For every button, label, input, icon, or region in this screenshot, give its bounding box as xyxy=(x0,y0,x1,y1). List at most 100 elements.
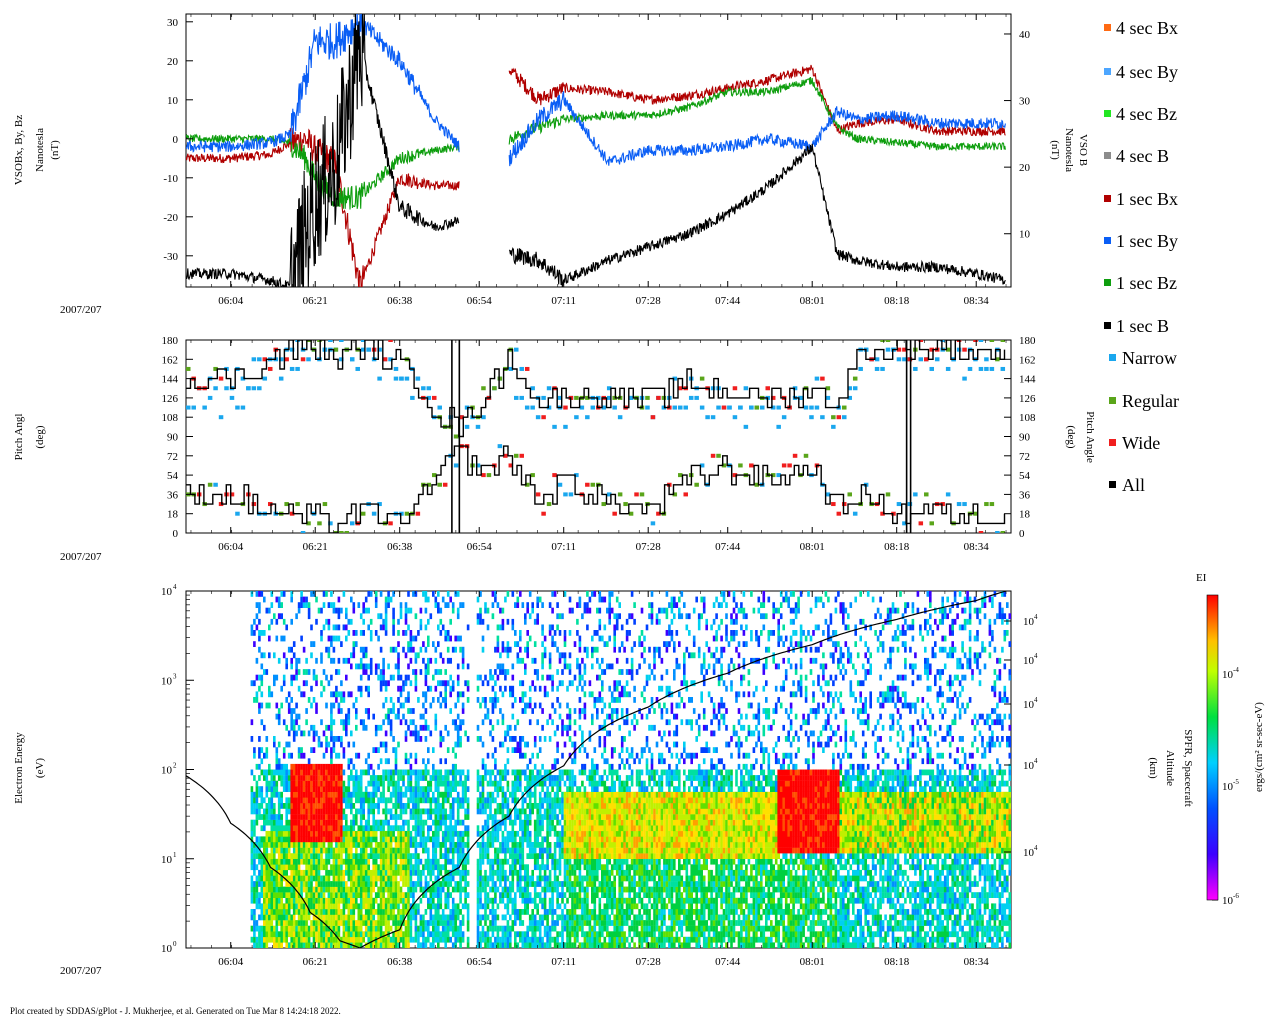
p3-flux-bin xyxy=(446,897,450,904)
p3-flux-bin xyxy=(491,613,495,620)
p3-flux-bin xyxy=(377,936,380,943)
p3-flux-bin xyxy=(260,680,264,687)
p3-flux-bin xyxy=(332,769,336,776)
p3-flux-bin xyxy=(456,791,460,798)
p3-flux-bin xyxy=(332,702,336,709)
p3-flux-bin xyxy=(412,635,415,642)
p3-flux-bin xyxy=(449,892,452,898)
p2-series-all-upper- xyxy=(186,340,1006,438)
p2-bin xyxy=(268,366,273,371)
p3-flux-bin xyxy=(290,780,293,787)
p3-flux-bin xyxy=(553,875,557,882)
p3-flux-bin xyxy=(404,630,408,636)
p3-flux-bin xyxy=(538,702,542,709)
p3-flux-bin xyxy=(476,897,480,904)
p3-flux-bin xyxy=(372,853,375,859)
p3-flux-bin xyxy=(258,791,261,798)
p3-flux-bin xyxy=(429,931,433,938)
p2-bin xyxy=(978,340,984,342)
p3-flux-bin xyxy=(491,942,495,948)
p3-flux-bin xyxy=(312,730,316,737)
p3-flux-bin xyxy=(320,814,323,820)
p3-flux-bin xyxy=(439,680,443,687)
p2-bin xyxy=(459,415,464,420)
p3-flux-bin xyxy=(456,864,460,871)
p2-bin xyxy=(809,415,814,420)
p3-flux-bin xyxy=(533,657,537,664)
p3-flux-bin xyxy=(340,719,343,726)
p3-flux-bin xyxy=(332,819,336,826)
p3-flux-bin xyxy=(519,886,522,893)
p3-flux-bin xyxy=(280,825,283,832)
p3-flux-bin xyxy=(290,791,293,798)
p3-flux-bin xyxy=(335,892,338,898)
p3-flux-bin xyxy=(330,691,333,698)
p3-flux-bin xyxy=(335,942,338,948)
p3-flux-bin xyxy=(250,886,254,893)
p3-flux-bin xyxy=(392,775,395,781)
p3-flux-bin xyxy=(287,892,291,898)
p3-flux-bin xyxy=(561,914,564,921)
p3-flux-bin xyxy=(437,920,440,926)
p3-flux-bin xyxy=(350,825,353,832)
p3-flux-bin xyxy=(566,897,569,904)
p3-flux-bin xyxy=(486,752,490,759)
p3-flux-bin xyxy=(538,864,542,871)
p3-flux-bin xyxy=(543,925,547,932)
p3-flux-bin xyxy=(501,842,505,848)
p3-flux-bin xyxy=(377,853,380,859)
p3-flux-bin xyxy=(419,808,423,815)
p3-flux-bin xyxy=(280,591,283,597)
p3-flux-bin xyxy=(531,931,534,938)
p3-flux-bin xyxy=(265,875,269,882)
p3-flux-bin xyxy=(384,769,388,776)
p3-flux-bin xyxy=(312,763,316,770)
p3-flux-bin xyxy=(310,925,313,932)
p3-flux-bin xyxy=(568,914,572,921)
p2-bin xyxy=(497,376,503,381)
p3-flux-bin xyxy=(297,869,301,876)
p3-flux-bin xyxy=(454,769,457,776)
p3-flux-bin xyxy=(305,814,308,820)
p3-flux-bin xyxy=(355,791,358,798)
p3-flux-bin xyxy=(357,663,361,670)
p3-flux-bin xyxy=(499,881,502,887)
p3-flux-bin xyxy=(576,842,579,848)
p3-flux-bin xyxy=(451,853,455,859)
p3-flux-bin xyxy=(417,730,420,737)
p3-flux-bin xyxy=(427,864,430,871)
p3-flux-bin xyxy=(526,803,529,809)
p3-flux-bin xyxy=(292,830,296,837)
p3-flux-bin xyxy=(446,646,450,653)
p3-flux-bin xyxy=(439,886,443,893)
p3-flux-bin xyxy=(407,897,410,904)
p2-bin xyxy=(683,492,688,497)
p3-flux-bin xyxy=(285,853,288,859)
p3-flux-bin xyxy=(282,936,286,943)
p3-flux-bin xyxy=(253,886,256,893)
p3-flux-bin xyxy=(519,858,522,865)
p2-bin xyxy=(672,376,678,381)
p3-flux-bin xyxy=(437,830,440,837)
p3-flux-bin xyxy=(290,663,293,670)
p3-flux-bin xyxy=(384,697,388,703)
p3-flux-bin xyxy=(317,842,321,848)
p3-flux-bin xyxy=(290,786,293,792)
p3-flux-bin xyxy=(282,931,286,938)
p3-flux-bin xyxy=(307,825,311,832)
p3-flux-bin xyxy=(444,814,447,820)
p3-flux-bin xyxy=(330,892,333,898)
p3-flux-bin xyxy=(369,836,373,843)
p3-flux-bin xyxy=(330,830,333,837)
p3-flux-bin xyxy=(355,936,358,943)
p3-flux-bin xyxy=(332,791,336,798)
p3-flux-bin xyxy=(342,724,346,731)
p3-flux-bin xyxy=(280,685,283,692)
p3-flux-bin xyxy=(524,663,527,670)
p3-flux-bin xyxy=(407,724,410,731)
p3-flux-bin xyxy=(399,803,403,809)
p3-flux-bin xyxy=(566,942,569,948)
p3-flux-bin xyxy=(524,775,527,781)
p3-flux-bin xyxy=(556,646,559,653)
p3-flux-bin xyxy=(377,931,380,938)
